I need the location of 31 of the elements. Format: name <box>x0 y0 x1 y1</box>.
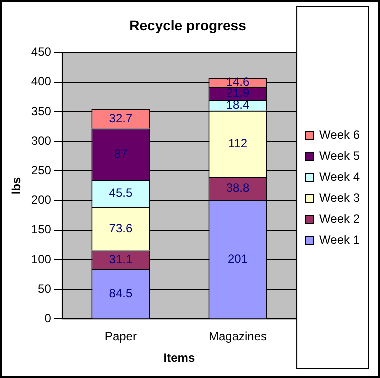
y-tick-label: 450 <box>31 45 52 60</box>
x-tick-label: Paper <box>104 330 137 344</box>
y-axis-title: lbs <box>10 177 24 195</box>
legend-label: Week 4 <box>320 170 360 184</box>
data-label: 84.5 <box>109 286 133 300</box>
legend-label: Week 3 <box>320 190 360 205</box>
data-label: 87 <box>114 146 128 161</box>
data-label: 32.7 <box>109 111 133 126</box>
y-tick-label: 150 <box>31 222 52 237</box>
legend-label: Week 6 <box>320 128 360 142</box>
data-label: 18.4 <box>226 98 250 112</box>
legend-label: Week 5 <box>320 148 360 163</box>
y-tick-label: 50 <box>38 282 52 296</box>
data-label: 45.5 <box>109 186 133 200</box>
y-tick-label: 250 <box>31 164 52 178</box>
data-label: 31.1 <box>109 252 133 266</box>
data-label: 112 <box>228 136 248 150</box>
x-axis-title: Items <box>164 351 196 366</box>
data-label: 201 <box>228 252 248 266</box>
data-label: 38.8 <box>226 181 250 196</box>
y-tick-label: 400 <box>31 74 52 89</box>
y-tick-label: 100 <box>31 252 52 266</box>
data-label: 73.6 <box>109 221 133 236</box>
x-tick-label: Magazines <box>208 330 268 344</box>
chart-title: Recycle progress <box>130 17 247 34</box>
y-tick-label: 300 <box>31 134 52 148</box>
y-tick-label: 0 <box>44 312 52 326</box>
legend-label: Week 1 <box>320 232 360 247</box>
y-tick-label: 350 <box>31 104 52 118</box>
legend-label: Week 2 <box>320 212 360 226</box>
y-tick-label: 200 <box>31 193 52 208</box>
